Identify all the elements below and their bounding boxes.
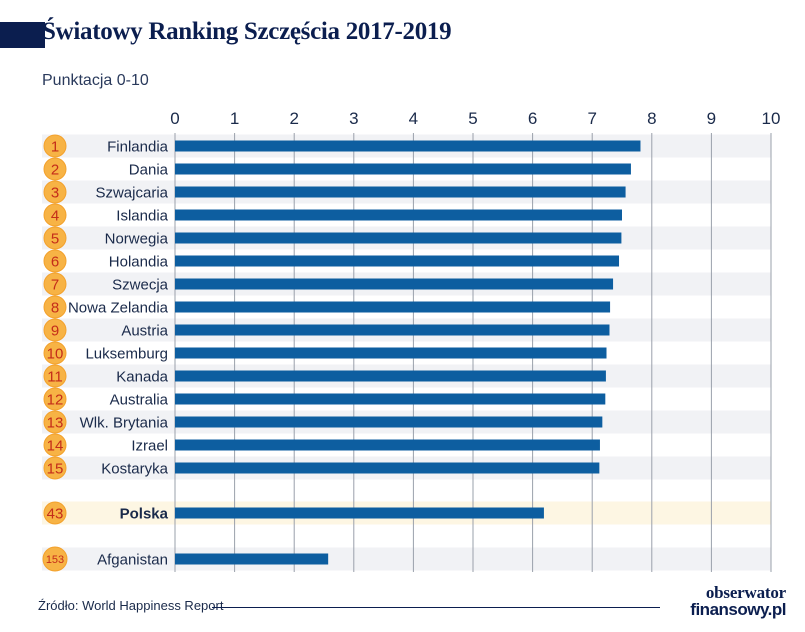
x-tick-label: 10: [762, 109, 781, 128]
bar: [175, 553, 329, 565]
rank-badge: [43, 272, 67, 296]
logo-line-1: obserwator: [705, 583, 786, 602]
category-label: Australia: [110, 392, 169, 409]
bar: [175, 347, 607, 359]
category-label: Wlk. Brytania: [80, 415, 169, 432]
rank-number: 43: [47, 506, 64, 523]
rank-number: 3: [51, 185, 59, 202]
x-tick-label: 1: [230, 109, 239, 128]
x-tick-label: 3: [349, 109, 358, 128]
category-label: Izrael: [131, 438, 168, 455]
rank-badge: [43, 180, 67, 204]
rank-badge: [43, 433, 67, 457]
rank-number: 6: [51, 254, 59, 271]
bar: [175, 370, 606, 382]
rank-number: 15: [47, 461, 64, 478]
rank-badge: [43, 249, 67, 273]
bar: [175, 416, 603, 428]
rank-number: 5: [51, 231, 59, 248]
category-label: Nowa Zelandia: [68, 300, 169, 317]
bar: [175, 324, 610, 336]
rank-badge: [43, 295, 67, 319]
rank-number: 10: [47, 346, 64, 363]
x-tick-label: 9: [707, 109, 716, 128]
category-label: Austria: [121, 323, 168, 340]
rank-badge: [43, 157, 67, 181]
category-label: Szwecja: [112, 277, 169, 294]
rank-badge: [43, 456, 67, 480]
bar: [175, 186, 626, 198]
rank-badge: [43, 387, 67, 411]
category-label: Szwajcaria: [95, 185, 168, 202]
x-tick-label: 5: [468, 109, 477, 128]
bar: [175, 393, 606, 405]
rank-badge: [42, 546, 68, 572]
rank-number: 8: [51, 300, 59, 317]
publisher-logo: obserwator finansowy.pl: [666, 584, 786, 618]
rank-badge: [43, 341, 67, 365]
rank-badge: [43, 226, 67, 250]
footer-divider: [212, 607, 660, 608]
x-tick-label: 8: [647, 109, 656, 128]
rank-badge: [43, 410, 67, 434]
x-tick-label: 0: [170, 109, 179, 128]
logo-line-2: finansowy.pl: [690, 600, 786, 619]
rank-number: 13: [47, 415, 64, 432]
bar: [175, 163, 631, 175]
category-label: Polska: [120, 506, 169, 523]
rank-badge: [43, 318, 67, 342]
bar: [175, 140, 641, 152]
category-label: Finlandia: [107, 139, 169, 156]
rank-number: 4: [51, 208, 59, 225]
bar: [175, 232, 622, 244]
category-label: Norwegia: [105, 231, 169, 248]
chart-title: Światowy Ranking Szczęścia 2017-2019: [42, 18, 452, 45]
rank-number: 7: [51, 277, 59, 294]
rank-badge: [43, 203, 67, 227]
category-label: Afganistan: [97, 552, 168, 569]
rank-badge: [43, 364, 67, 388]
rank-number: 12: [47, 392, 64, 409]
category-label: Dania: [129, 162, 169, 179]
category-label: Holandia: [109, 254, 169, 271]
bar: [175, 278, 614, 290]
source-note: Źródło: World Happiness Report: [38, 598, 224, 613]
rank-number: 14: [47, 438, 64, 455]
bar: [175, 255, 620, 267]
x-tick-label: 7: [587, 109, 596, 128]
bar: [175, 507, 544, 519]
bar: [175, 301, 611, 313]
header-accent-bar: [0, 22, 45, 48]
rank-number: 2: [51, 162, 59, 179]
rank-number: 9: [51, 323, 59, 340]
rank-number: 11: [47, 369, 63, 386]
bar: [175, 439, 600, 451]
rank-badge: [43, 134, 67, 158]
row-band: [42, 547, 771, 571]
chart-subtitle: Punktacja 0-10: [42, 72, 149, 89]
x-tick-label: 6: [528, 109, 537, 128]
x-tick-label: 4: [409, 109, 418, 128]
category-label: Islandia: [116, 208, 168, 225]
rank-badge: [43, 501, 67, 525]
rank-number: 1: [51, 139, 59, 156]
bar: [175, 462, 600, 474]
category-label: Kostaryka: [101, 461, 168, 478]
category-label: Luksemburg: [85, 346, 168, 363]
bar: [175, 209, 622, 221]
category-label: Kanada: [116, 369, 168, 386]
x-tick-label: 2: [289, 109, 298, 128]
rank-number: 153: [46, 554, 64, 566]
